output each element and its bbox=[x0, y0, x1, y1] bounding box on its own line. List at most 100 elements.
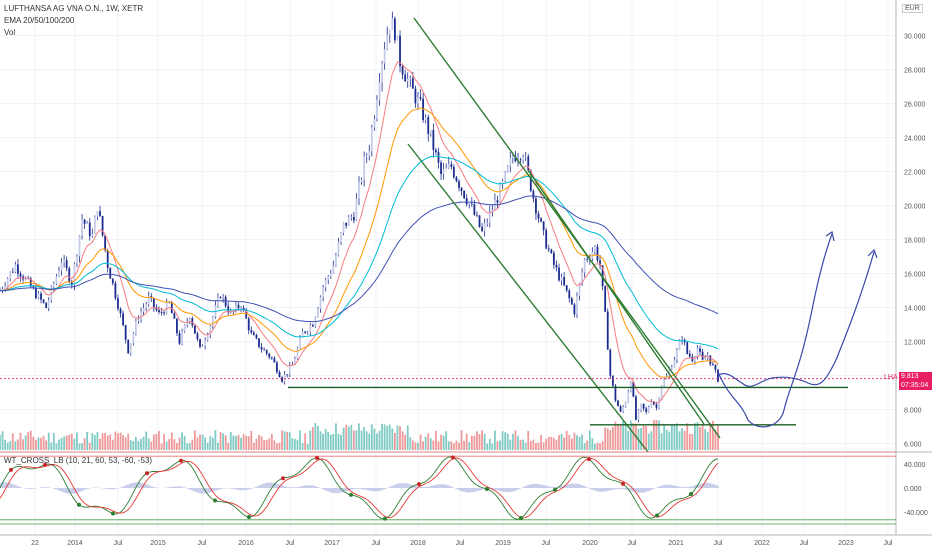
volume-bar bbox=[581, 434, 583, 450]
volume-bar bbox=[155, 433, 158, 450]
candle-body bbox=[414, 88, 417, 104]
candle-body bbox=[132, 333, 135, 344]
volume-bar bbox=[386, 426, 389, 450]
volume-bar bbox=[476, 431, 478, 450]
volume-bar bbox=[376, 433, 378, 450]
candle-body bbox=[383, 49, 386, 64]
candle-body bbox=[617, 400, 619, 407]
volume-bar bbox=[178, 437, 181, 450]
indicator-cross-dot bbox=[179, 458, 183, 463]
volume-bar bbox=[470, 435, 473, 450]
indicator-cross-dot bbox=[655, 513, 659, 518]
volume-bar bbox=[335, 423, 337, 450]
volume-bar bbox=[140, 438, 142, 450]
volume-bar bbox=[668, 431, 671, 450]
volume-bar bbox=[622, 420, 625, 450]
volume-bar bbox=[704, 429, 707, 450]
volume-bar bbox=[132, 441, 135, 450]
volume-bar bbox=[304, 433, 307, 450]
candle-body bbox=[235, 304, 237, 311]
volume-bar bbox=[527, 430, 530, 450]
candle-body bbox=[196, 333, 199, 340]
candle-body bbox=[424, 117, 427, 121]
volume-bar bbox=[91, 433, 94, 450]
candle-body bbox=[396, 35, 399, 41]
volume-bar bbox=[278, 442, 281, 450]
candle-body bbox=[340, 232, 342, 243]
indicator-cross-dot bbox=[485, 487, 489, 491]
candle-body bbox=[42, 299, 45, 303]
volume-bar bbox=[370, 424, 373, 450]
volume-bar bbox=[232, 435, 235, 450]
volume-bar bbox=[240, 437, 242, 450]
volume-bar bbox=[535, 443, 537, 450]
volume-bar bbox=[0, 434, 1, 450]
indicator-cross-dot bbox=[621, 481, 625, 486]
candle-body bbox=[399, 35, 401, 67]
volume-bar bbox=[78, 443, 81, 450]
candle-body bbox=[19, 273, 22, 277]
candle-body bbox=[606, 311, 609, 350]
volume-bar bbox=[109, 434, 112, 450]
candle-body bbox=[219, 297, 222, 299]
volume-bar bbox=[552, 437, 555, 450]
candle-body bbox=[4, 286, 7, 289]
time-tick-label: 2014 bbox=[67, 540, 83, 547]
candle-body bbox=[522, 157, 525, 161]
volume-bar bbox=[73, 438, 76, 450]
candle-body bbox=[658, 398, 660, 408]
last-price-value: 9.813 bbox=[901, 373, 919, 380]
candle-body bbox=[429, 130, 432, 135]
currency-label[interactable]: EUR bbox=[902, 4, 923, 13]
candle-body bbox=[335, 255, 337, 266]
volume-bar bbox=[545, 438, 548, 450]
trend-line bbox=[527, 169, 705, 425]
volume-bar bbox=[160, 443, 163, 450]
volume-bar bbox=[358, 423, 360, 450]
volume-bar bbox=[424, 436, 427, 450]
time-tick-label: 2021 bbox=[668, 540, 684, 547]
volume-bar bbox=[111, 439, 114, 450]
volume-bar bbox=[594, 443, 596, 450]
volume-bar bbox=[447, 441, 450, 450]
volume-bar bbox=[319, 431, 322, 450]
candle-body bbox=[117, 298, 119, 309]
candle-body bbox=[222, 296, 224, 299]
candle-body bbox=[670, 367, 673, 370]
candle-body bbox=[401, 66, 404, 75]
candle-body bbox=[14, 264, 17, 273]
volume-bar bbox=[381, 423, 383, 450]
volume-bar bbox=[565, 430, 568, 450]
candle-body bbox=[368, 151, 371, 156]
volume-bar bbox=[601, 441, 604, 450]
candle-body bbox=[183, 325, 186, 332]
candle-body bbox=[460, 187, 463, 191]
volume-bar bbox=[458, 442, 460, 450]
candle-body bbox=[1, 288, 4, 291]
volume-bar bbox=[119, 432, 122, 450]
volume-bar bbox=[281, 430, 283, 450]
candle-body bbox=[101, 216, 104, 236]
candle-body bbox=[358, 181, 360, 199]
volume-bar bbox=[206, 442, 209, 450]
candle-body bbox=[306, 331, 309, 333]
volume-bar bbox=[568, 434, 571, 450]
indicator-cross-dot bbox=[519, 516, 523, 520]
candle-body bbox=[352, 217, 355, 221]
candle-body bbox=[296, 348, 299, 359]
candle-body bbox=[188, 318, 191, 322]
projection-arrow bbox=[825, 231, 835, 242]
candle-body bbox=[63, 260, 66, 263]
projection-path bbox=[717, 251, 875, 387]
time-tick-label: Jul bbox=[714, 540, 723, 547]
volume-bar bbox=[373, 428, 376, 450]
candle-body bbox=[135, 320, 137, 334]
volume-bar bbox=[596, 442, 599, 450]
volume-bar bbox=[599, 443, 601, 450]
candle-body bbox=[599, 260, 601, 266]
price-tick-label: 12.000 bbox=[904, 340, 926, 347]
time-tick-label: 2016 bbox=[238, 540, 254, 547]
volume-bar bbox=[491, 443, 494, 450]
volume-bar bbox=[504, 432, 507, 450]
